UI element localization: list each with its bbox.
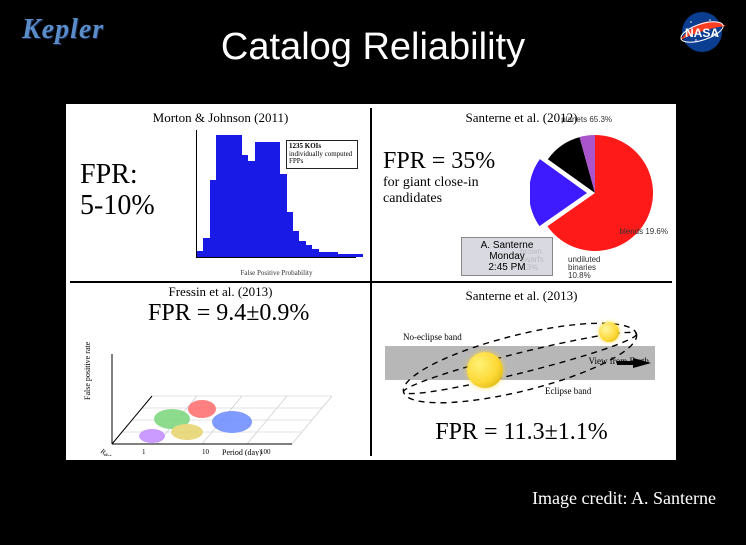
- eclipse-label: Eclipse band: [545, 386, 591, 396]
- fpr-sub1: for giant close-in: [383, 175, 495, 191]
- fpr-sub2: candidates: [383, 191, 495, 207]
- histogram-legend: 1235 KOIs individually computed FPPs: [286, 140, 358, 169]
- talk-callout: A. Santerne Monday 2:45 PM: [461, 237, 553, 276]
- pie-label-undiluted: undiluted binaries 10.8%: [568, 256, 618, 280]
- slide-title: Catalog Reliability: [0, 26, 746, 69]
- surf-xlabel: Period (day): [222, 448, 262, 456]
- fpr-label: FPR:: [80, 160, 155, 191]
- panel-tr-fpr: FPR = 35% for giant close-in candidates: [383, 148, 495, 207]
- image-credit: Image credit: A. Santerne: [532, 488, 716, 509]
- panel-bl-title: Fressin et al. (2013): [70, 282, 371, 300]
- pie-label-blends: blends 19.6%: [620, 228, 668, 236]
- panel-fressin-2013: Fressin et al. (2013) FPR = 9.4±0.9%: [70, 282, 371, 456]
- panel-santerne-2012: Santerne et al. (2012) FPR = 35% for gia…: [371, 108, 672, 282]
- surface-3d-chart: Period (day) False positive rate Radius …: [82, 324, 352, 456]
- panel-santerne-2013: Santerne et al. (2013) No-eclipse band E…: [371, 282, 672, 456]
- surf-ylabel: Radius (R⊕): [99, 447, 133, 456]
- fpr-value: FPR = 35%: [383, 148, 495, 175]
- svg-text:1: 1: [142, 448, 146, 456]
- histogram-chart: 1235 KOIs individually computed FPPs Fal…: [196, 130, 356, 258]
- panel-tl-title: Morton & Johnson (2011): [70, 108, 371, 126]
- panel-tl-fpr: FPR: 5-10%: [80, 160, 155, 222]
- primary-star-icon: [467, 352, 503, 388]
- view-from-earth-label: View from Earth: [589, 356, 649, 366]
- figure-container: Morton & Johnson (2011) FPR: 5-10% 1235 …: [66, 104, 676, 460]
- no-eclipse-label: No-eclipse band: [403, 332, 462, 342]
- histogram-bar: [312, 252, 338, 257]
- pie-label-planets: planets 65.3%: [561, 116, 612, 124]
- eclipse-diagram: No-eclipse band Eclipse band View from E…: [385, 318, 655, 418]
- secondary-star-icon: [599, 322, 619, 342]
- panel-br-title: Santerne et al. (2013): [371, 288, 672, 304]
- panel-tr-title: Santerne et al. (2012): [371, 108, 672, 126]
- fpr-value: 5-10%: [80, 191, 155, 222]
- surf-zlabel: False positive rate: [83, 341, 92, 400]
- histogram-bar: [338, 254, 364, 257]
- panel-br-fpr: FPR = 11.3±1.1%: [371, 419, 672, 446]
- panel-morton-johnson: Morton & Johnson (2011) FPR: 5-10% 1235 …: [70, 108, 371, 282]
- histogram-xlabel: False Positive Probability: [197, 269, 356, 277]
- panel-bl-fpr: FPR = 9.4±0.9%: [148, 300, 309, 327]
- svg-text:100: 100: [260, 448, 271, 456]
- svg-text:10: 10: [202, 448, 210, 456]
